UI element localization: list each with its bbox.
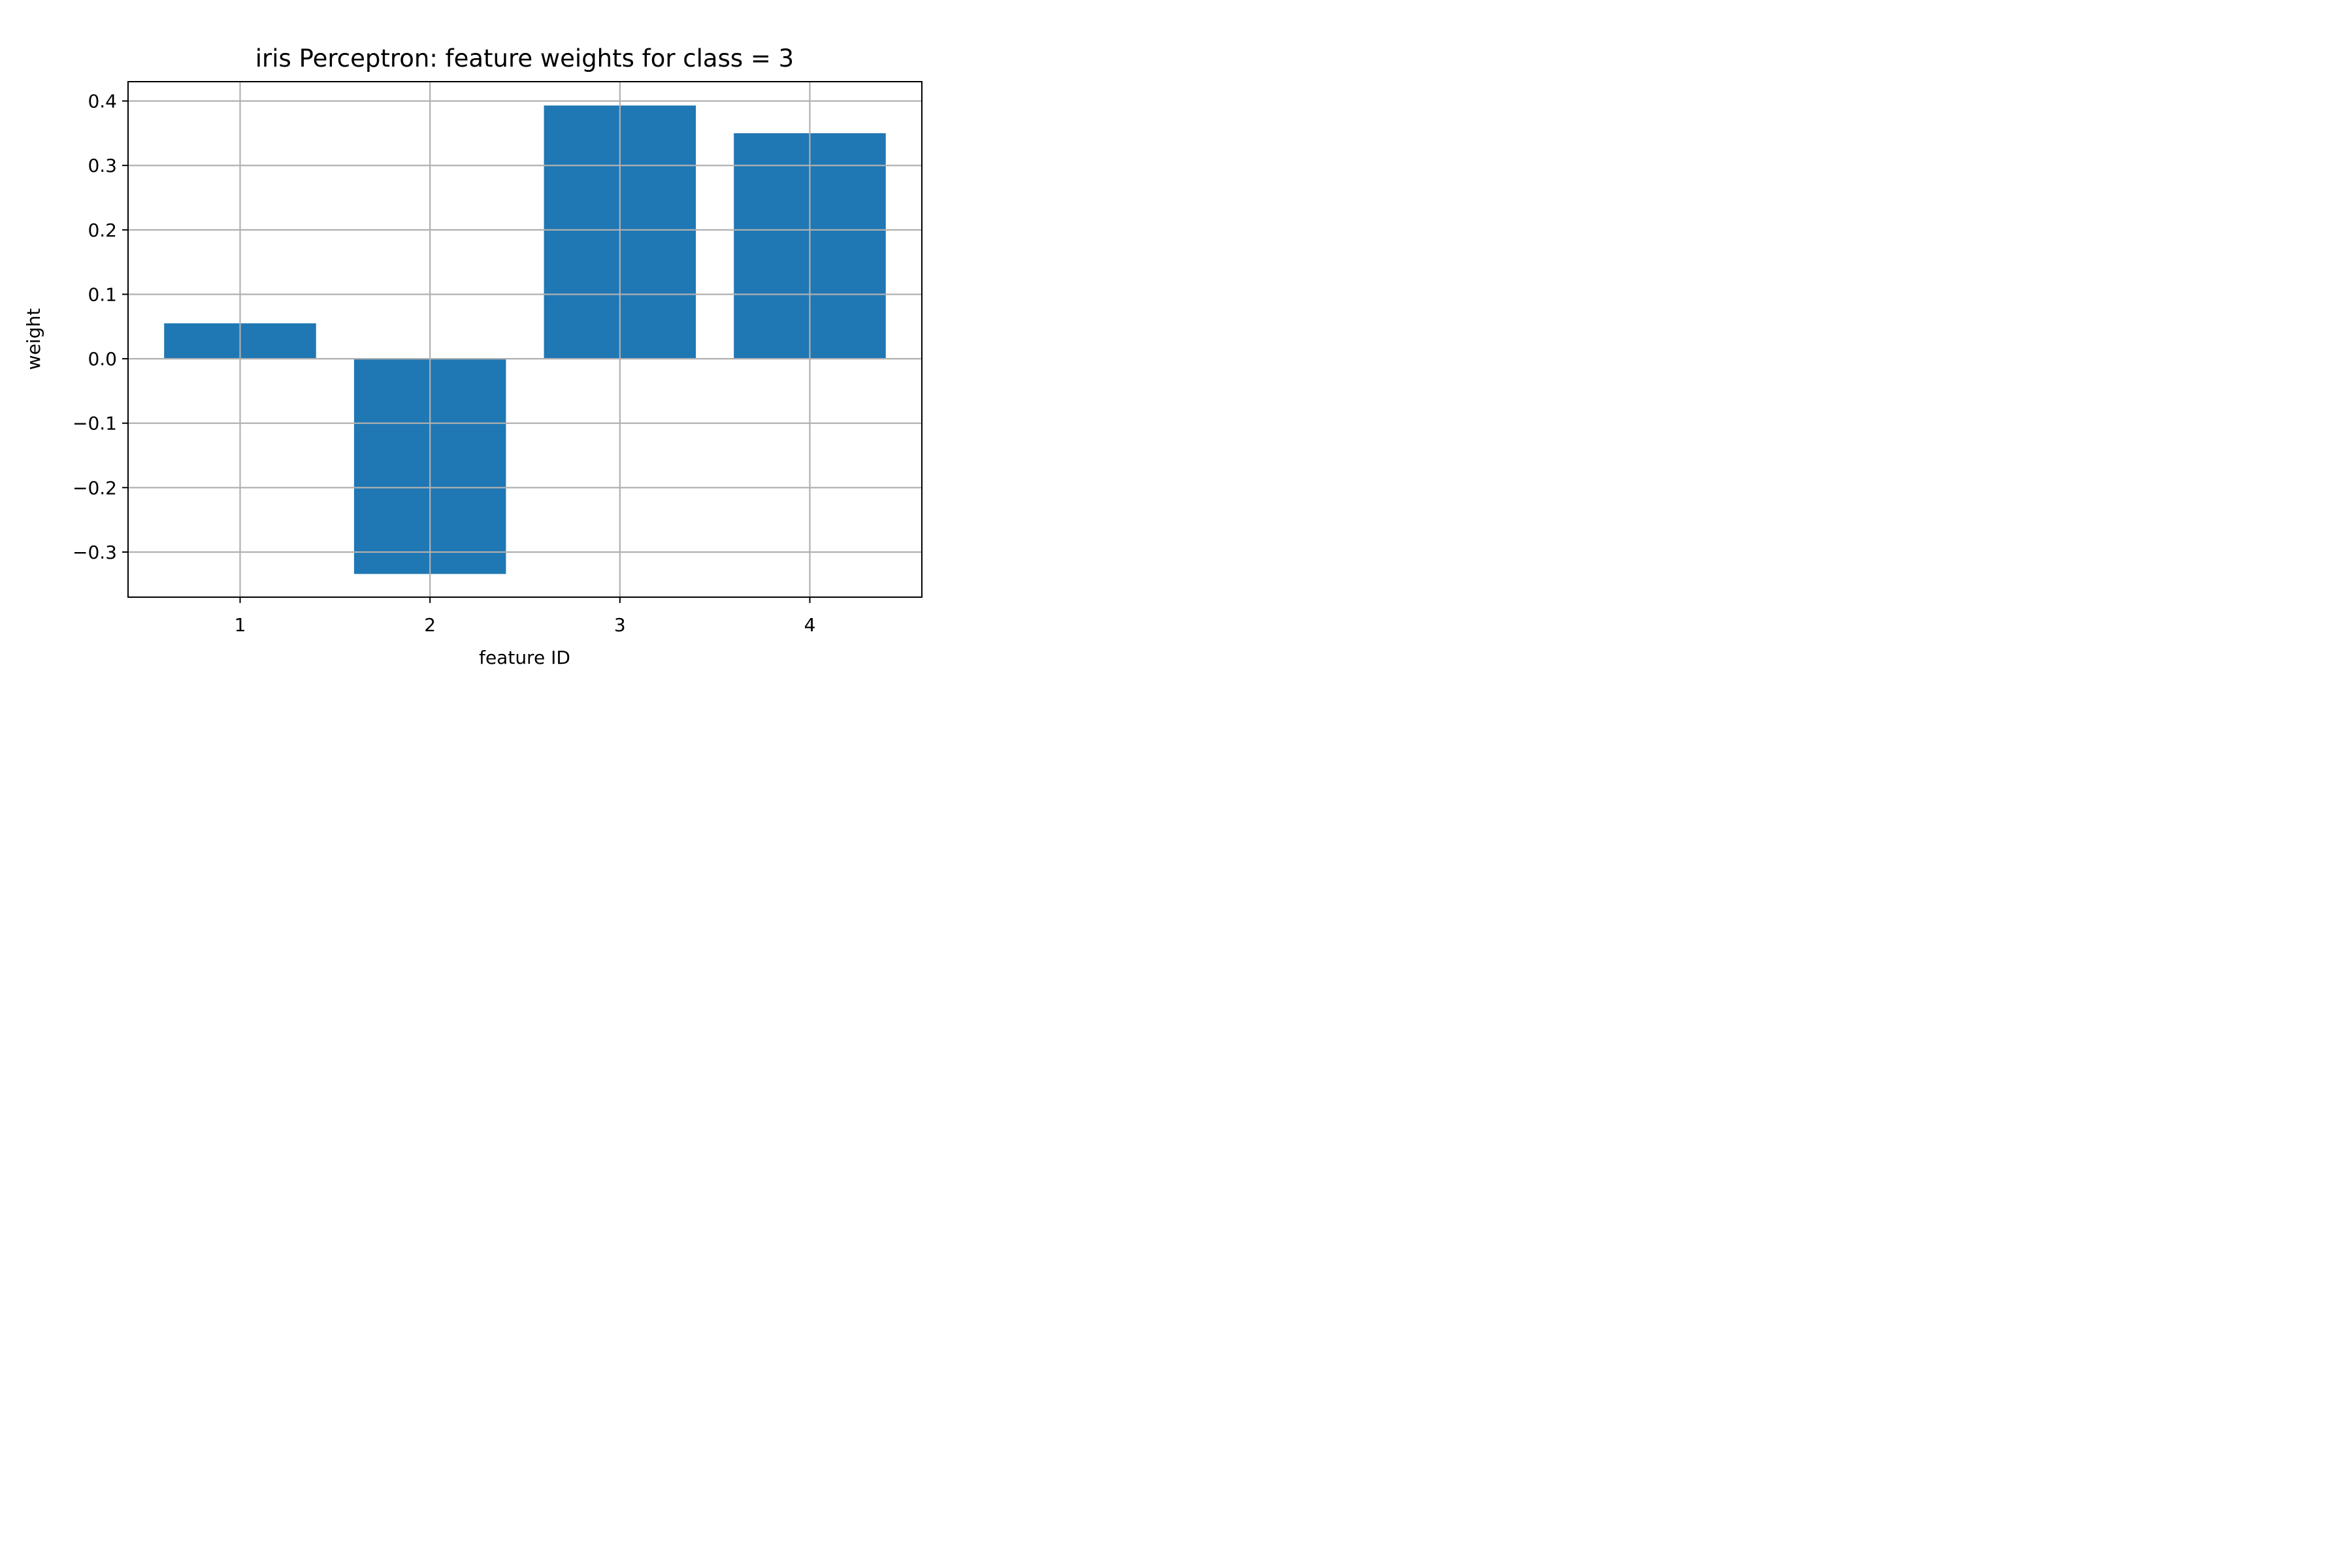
x-axis-ticks: 1 2 3 4 [235, 597, 816, 636]
x-tick-label: 4 [804, 614, 816, 636]
y-tick-label: 0.1 [88, 284, 117, 305]
plot-frame [127, 81, 923, 598]
y-tick-label: 0.3 [88, 155, 117, 176]
x-tick-label: 1 [235, 614, 246, 636]
x-tick-label: 3 [614, 614, 626, 636]
y-tick-label: 0.4 [88, 91, 117, 112]
y-tick-label: −0.2 [73, 477, 117, 498]
y-axis-label: weight [23, 308, 44, 370]
bars [128, 82, 922, 597]
y-tick-label: 0.2 [88, 220, 117, 241]
y-tick-label: −0.3 [73, 542, 117, 563]
y-tick-label: 0.0 [88, 348, 117, 370]
bar-chart: iris Perceptron: feature weights for cla… [0, 0, 1010, 681]
x-axis-label: feature ID [479, 647, 570, 668]
chart-title: iris Perceptron: feature weights for cla… [255, 44, 794, 73]
x-tick-label: 2 [424, 614, 436, 636]
y-axis-ticks: −0.3 −0.2 −0.1 0.0 0.1 0.2 0.3 0.4 [73, 91, 128, 563]
y-tick-label: −0.1 [73, 413, 117, 434]
